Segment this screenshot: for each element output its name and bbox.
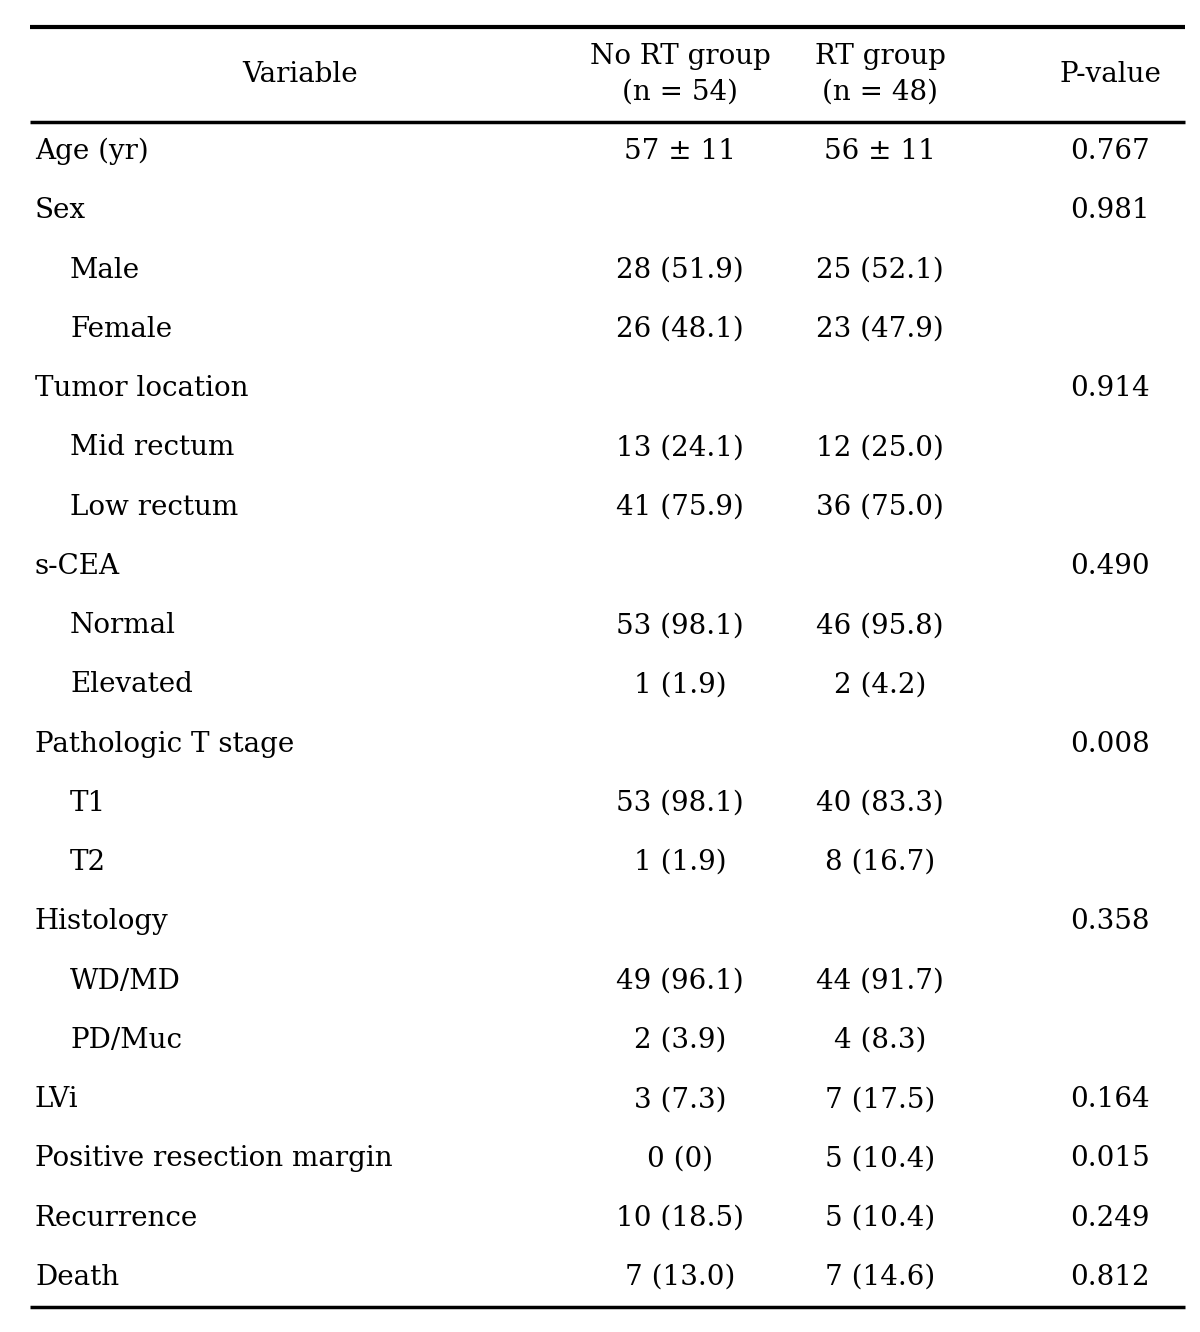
Text: 7 (14.6): 7 (14.6): [824, 1264, 935, 1291]
Text: T2: T2: [70, 848, 106, 876]
Text: Sex: Sex: [35, 197, 86, 224]
Text: s-CEA: s-CEA: [35, 553, 120, 579]
Text: Normal: Normal: [70, 613, 176, 639]
Text: Female: Female: [70, 316, 172, 342]
Text: 5 (10.4): 5 (10.4): [824, 1204, 935, 1232]
Text: Age (yr): Age (yr): [35, 139, 149, 165]
Text: 0.914: 0.914: [1070, 376, 1150, 402]
Text: 0.981: 0.981: [1070, 197, 1150, 224]
Text: Mid rectum: Mid rectum: [70, 434, 234, 461]
Text: 40 (83.3): 40 (83.3): [816, 790, 944, 817]
Text: 1 (1.9): 1 (1.9): [634, 671, 726, 698]
Text: Death: Death: [35, 1264, 119, 1291]
Text: 0 (0): 0 (0): [647, 1146, 713, 1172]
Text: 56 ± 11: 56 ± 11: [824, 139, 936, 165]
Text: RT group
(n = 48): RT group (n = 48): [815, 44, 946, 105]
Text: 49 (96.1): 49 (96.1): [616, 967, 744, 995]
Text: 25 (52.1): 25 (52.1): [816, 257, 944, 284]
Text: PD/Muc: PD/Muc: [70, 1027, 182, 1054]
Text: T1: T1: [70, 790, 107, 817]
Text: 57 ± 11: 57 ± 11: [624, 139, 736, 165]
Text: 28 (51.9): 28 (51.9): [616, 257, 744, 284]
Text: 23 (47.9): 23 (47.9): [816, 316, 944, 342]
Text: 53 (98.1): 53 (98.1): [616, 790, 744, 817]
Text: 53 (98.1): 53 (98.1): [616, 613, 744, 639]
Text: Elevated: Elevated: [70, 671, 193, 698]
Text: 0.358: 0.358: [1070, 908, 1150, 935]
Text: 2 (4.2): 2 (4.2): [834, 671, 926, 698]
Text: 0.812: 0.812: [1070, 1264, 1150, 1291]
Text: 0.015: 0.015: [1070, 1146, 1150, 1172]
Text: 2 (3.9): 2 (3.9): [634, 1027, 726, 1054]
Text: 26 (48.1): 26 (48.1): [616, 316, 744, 342]
Text: 1 (1.9): 1 (1.9): [634, 848, 726, 876]
Text: Low rectum: Low rectum: [70, 494, 239, 521]
Text: Recurrence: Recurrence: [35, 1204, 198, 1232]
Text: 7 (13.0): 7 (13.0): [625, 1264, 736, 1291]
Text: 41 (75.9): 41 (75.9): [616, 494, 744, 521]
Text: Pathologic T stage: Pathologic T stage: [35, 731, 294, 758]
Text: 0.164: 0.164: [1070, 1086, 1150, 1114]
Text: 0.008: 0.008: [1070, 731, 1150, 758]
Text: 0.249: 0.249: [1070, 1204, 1150, 1232]
Text: Tumor location: Tumor location: [35, 376, 248, 402]
Text: 46 (95.8): 46 (95.8): [816, 613, 944, 639]
Text: Variable: Variable: [242, 61, 358, 88]
Text: WD/MD: WD/MD: [70, 967, 181, 995]
Text: 10 (18.5): 10 (18.5): [616, 1204, 744, 1232]
Text: No RT group
(n = 54): No RT group (n = 54): [589, 44, 770, 105]
Text: 0.490: 0.490: [1070, 553, 1150, 579]
Text: 44 (91.7): 44 (91.7): [816, 967, 944, 995]
Text: 4 (8.3): 4 (8.3): [834, 1027, 926, 1054]
Text: Male: Male: [70, 257, 140, 284]
Text: 13 (24.1): 13 (24.1): [616, 434, 744, 461]
Text: 0.767: 0.767: [1070, 139, 1150, 165]
Text: LVi: LVi: [35, 1086, 79, 1114]
Text: 8 (16.7): 8 (16.7): [824, 848, 935, 876]
Text: 7 (17.5): 7 (17.5): [824, 1086, 935, 1114]
Text: 36 (75.0): 36 (75.0): [816, 494, 944, 521]
Text: 5 (10.4): 5 (10.4): [824, 1146, 935, 1172]
Text: P-value: P-value: [1060, 61, 1160, 88]
Text: Positive resection margin: Positive resection margin: [35, 1146, 392, 1172]
Text: 12 (25.0): 12 (25.0): [816, 434, 944, 461]
Text: Histology: Histology: [35, 908, 169, 935]
Text: 3 (7.3): 3 (7.3): [634, 1086, 726, 1114]
